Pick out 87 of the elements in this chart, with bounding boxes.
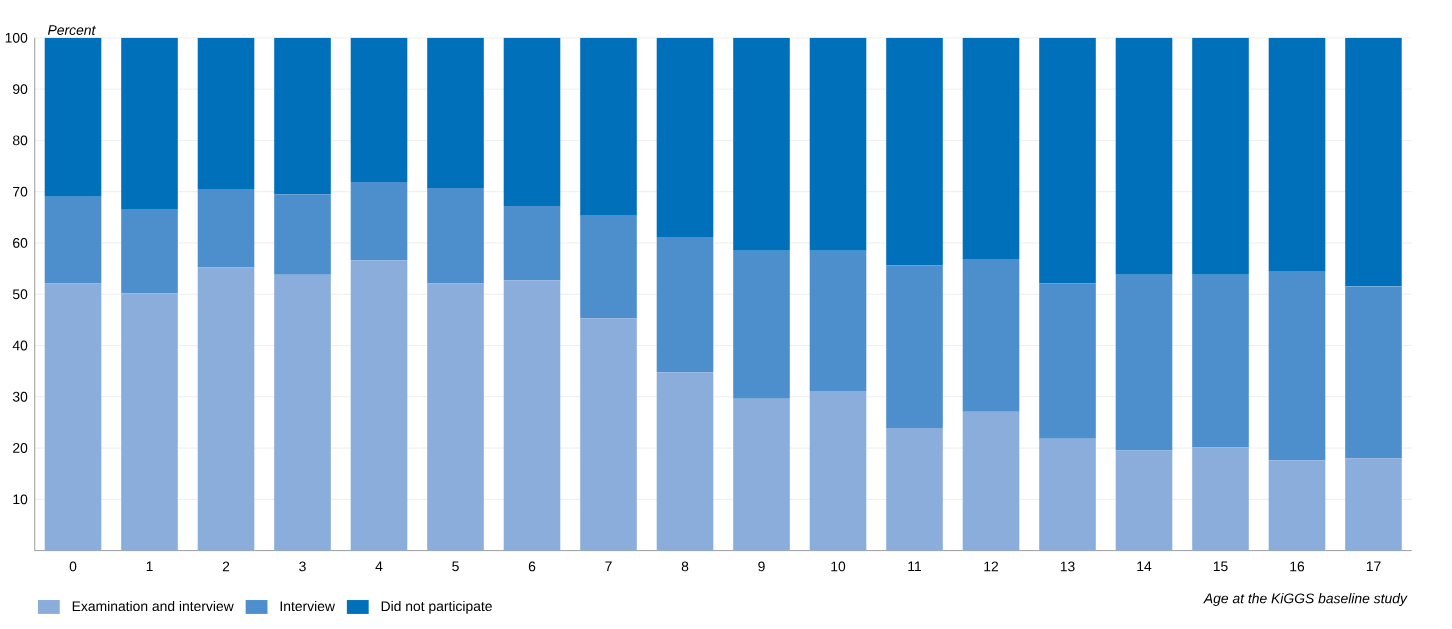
bar <box>503 280 561 551</box>
x-tick-label: 9 <box>758 561 765 572</box>
y-axis-title: Percent <box>47 25 96 35</box>
x-tick-label: 15 <box>1213 561 1228 572</box>
y-tick-label: 90 <box>13 84 28 94</box>
x-tick-label: 10 <box>831 561 846 572</box>
x-tick-label: 17 <box>1366 561 1381 571</box>
bar <box>350 37 408 182</box>
bar <box>44 37 102 197</box>
x-tick-label: 12 <box>984 561 999 572</box>
bar <box>1115 450 1173 551</box>
bar <box>733 37 790 251</box>
bar <box>1039 283 1096 439</box>
x-tick-label: 11 <box>908 561 922 571</box>
x-tick-label: 5 <box>452 561 459 572</box>
y-tick-label: 20 <box>13 442 28 453</box>
y-tick-label: 100 <box>5 32 28 43</box>
bar <box>1192 447 1249 551</box>
bar <box>656 237 714 373</box>
bar <box>350 260 408 551</box>
bar <box>809 391 867 551</box>
bar <box>886 427 943 551</box>
legend-label: Examination and interview <box>72 600 234 611</box>
bar <box>427 187 484 284</box>
y-tick-label: 80 <box>12 135 28 146</box>
bar <box>1115 274 1173 451</box>
x-tick-label: 4 <box>375 561 383 571</box>
legend-label: Interview <box>280 600 335 611</box>
x-tick-label: 8 <box>681 561 689 572</box>
bar <box>274 194 331 275</box>
bar <box>44 283 102 551</box>
x-tick-label: 7 <box>605 561 612 571</box>
bar <box>580 37 637 216</box>
x-tick-label: 14 <box>1137 561 1152 571</box>
bar <box>44 196 102 284</box>
bar <box>809 250 867 391</box>
bar <box>274 274 331 551</box>
bar <box>121 37 178 209</box>
bar <box>503 37 561 206</box>
bar <box>580 215 637 319</box>
y-tick-label: 40 <box>12 340 28 351</box>
x-tick-label: 2 <box>222 561 230 572</box>
x-tick-label: 13 <box>1060 561 1075 572</box>
bar <box>809 37 867 251</box>
bar <box>1345 286 1402 459</box>
x-tick-label: 6 <box>528 561 536 572</box>
y-tick-label: 30 <box>12 391 28 402</box>
bar <box>503 205 561 281</box>
bar <box>427 283 484 551</box>
x-tick-label: 0 <box>69 561 77 572</box>
bar <box>350 181 408 261</box>
y-tick-label: 60 <box>13 237 28 248</box>
bar <box>274 37 331 195</box>
bar <box>1039 37 1096 284</box>
bar <box>1268 37 1326 272</box>
bar <box>197 37 255 189</box>
bar <box>121 293 178 551</box>
bar <box>1115 37 1173 275</box>
bar <box>886 37 943 266</box>
bar <box>962 259 1020 412</box>
x-axis-title: Age at the KiGGS baseline study <box>1203 592 1408 606</box>
bar <box>733 398 790 551</box>
bar <box>121 208 178 294</box>
bar <box>1192 274 1249 448</box>
bar <box>656 372 714 551</box>
bar <box>580 318 637 551</box>
bar <box>656 37 714 238</box>
bar <box>733 250 790 399</box>
x-tick-label: 3 <box>299 561 306 572</box>
x-tick-label: 1 <box>146 561 153 571</box>
bar <box>427 37 484 188</box>
bar <box>197 267 255 551</box>
y-tick-label: 50 <box>12 289 28 300</box>
bar <box>1345 37 1402 287</box>
bar <box>1192 37 1249 275</box>
bar <box>1268 271 1326 461</box>
bar <box>962 411 1020 551</box>
y-tick-label: 70 <box>13 186 28 197</box>
bar <box>197 188 255 268</box>
legend-label: Did not participate <box>381 600 492 614</box>
bar <box>1039 438 1096 551</box>
x-tick-label: 16 <box>1290 561 1305 572</box>
bar <box>886 265 943 428</box>
y-tick-label: 10 <box>13 494 28 505</box>
bar <box>1268 460 1326 551</box>
bar <box>962 37 1020 260</box>
bar <box>1345 458 1402 551</box>
